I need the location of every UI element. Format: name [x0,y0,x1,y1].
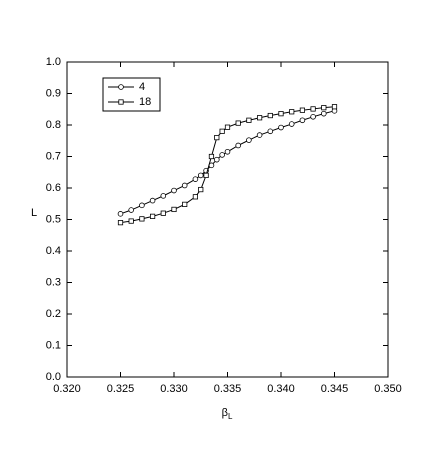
marker [128,218,134,224]
marker [160,193,167,199]
marker [288,121,295,127]
marker [203,172,209,178]
marker [235,120,241,126]
marker [331,104,338,110]
marker [117,211,124,217]
legend-box [102,77,161,112]
marker [171,187,177,194]
x-axis-label-main: β [222,407,228,419]
marker [224,148,231,155]
marker [214,134,220,141]
marker [182,201,188,207]
marker [149,213,156,219]
marker [117,220,124,226]
marker [310,114,316,120]
marker [192,194,198,200]
y-tick-label: 0.1 [46,339,61,351]
legend-label: 4 [139,81,145,93]
marker [320,110,327,117]
x-axis-label-sub: L [228,412,233,421]
marker [299,107,306,113]
y-axis-label: L [31,207,37,219]
marker [219,152,225,158]
marker [256,115,263,121]
legend-label: 18 [139,96,151,108]
y-tick-label: 0.3 [46,276,61,288]
x-tick-label: 0.325 [107,383,135,395]
marker [192,176,199,182]
marker [246,117,252,123]
marker [310,106,316,112]
marker [278,124,284,131]
marker [128,207,135,213]
marker [235,142,242,149]
marker [149,197,156,204]
marker [246,137,252,143]
marker [321,105,327,111]
y-tick-label: 0.2 [46,308,61,320]
x-axis-label: βL [222,407,233,421]
y-tick-label: 0.4 [46,245,61,257]
series-line [120,106,335,224]
marker [198,186,204,193]
x-tick-label: 0.330 [160,383,188,395]
marker [181,182,188,189]
marker [160,210,166,216]
y-tick-label: 0.8 [46,119,61,131]
marker [118,99,124,105]
marker [224,124,231,130]
marker [267,112,273,119]
y-tick-label: 0.5 [46,213,61,225]
x-tick-label: 0.340 [267,383,295,395]
y-tick-label: 0.6 [46,182,61,194]
y-tick-label: 0.0 [46,371,61,383]
marker [118,84,124,90]
x-tick-label: 0.320 [53,383,81,395]
marker [208,153,215,160]
marker [267,128,274,135]
marker [278,111,284,117]
x-tick-label: 0.350 [374,383,402,395]
marker [197,172,204,179]
marker [299,117,306,124]
y-tick-label: 0.7 [46,150,61,162]
marker [219,128,225,134]
marker [171,206,177,213]
marker [256,132,263,138]
marker [139,216,145,222]
marker [214,156,220,163]
y-tick-label: 0.9 [46,87,61,99]
marker [139,202,145,209]
x-tick-label: 0.335 [214,383,242,395]
marker [289,109,295,115]
y-tick-label: 1.0 [46,56,61,68]
x-tick-label: 0.345 [321,383,349,395]
